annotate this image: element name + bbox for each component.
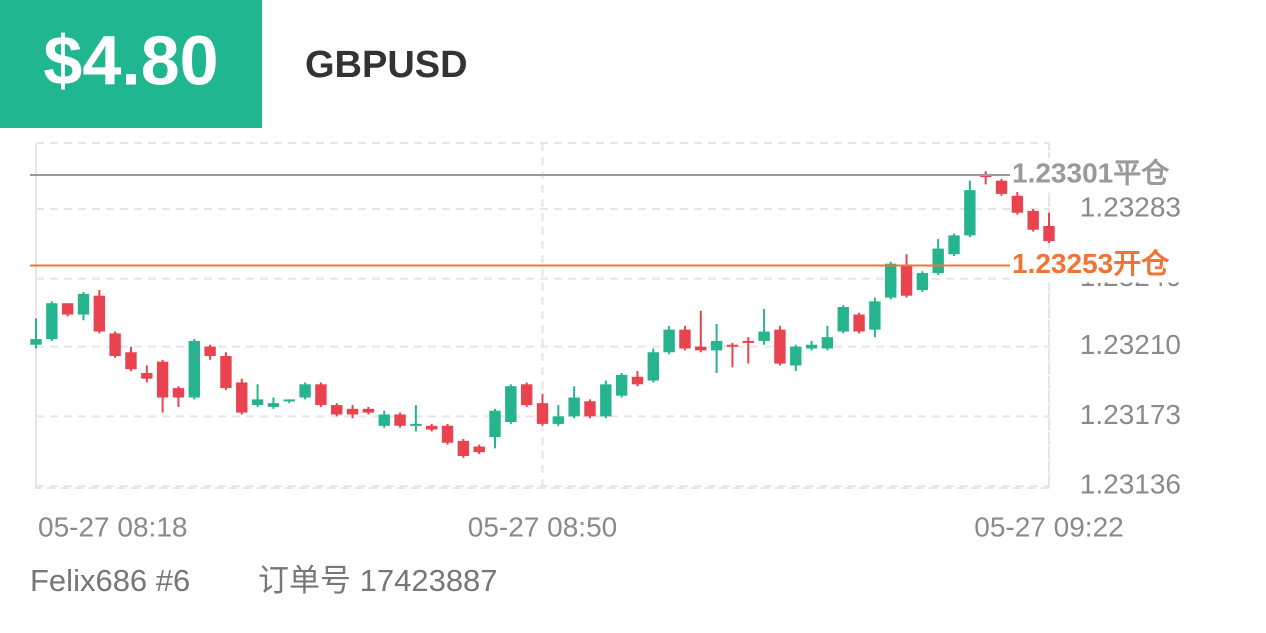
candle-body: [726, 344, 739, 347]
candle-body: [77, 293, 90, 315]
candle-body: [758, 331, 770, 341]
candle-body: [156, 361, 169, 398]
candle-body: [188, 340, 200, 398]
candle-body: [647, 352, 659, 381]
candle-body: [964, 190, 976, 236]
candle-body: [220, 356, 232, 389]
candle-body: [172, 388, 185, 398]
candle-body: [995, 180, 1008, 194]
candle-body: [837, 307, 849, 332]
profit-box: [0, 0, 262, 128]
candle-body: [679, 329, 691, 349]
candle-body: [710, 340, 723, 351]
candle-body: [141, 373, 153, 379]
candle-body: [30, 339, 42, 345]
candle-body: [536, 403, 549, 424]
candle-body: [1043, 225, 1055, 242]
candle-body: [932, 248, 944, 274]
price-label-bg: [1010, 158, 1190, 193]
y-tick-label: 1.23136: [1080, 469, 1181, 500]
candle-body: [283, 399, 295, 402]
candle-body: [489, 410, 501, 438]
candle-body: [742, 340, 754, 343]
candle-body: [251, 399, 264, 406]
candle-body: [457, 440, 470, 456]
candle-body: [346, 408, 359, 415]
candle-body: [631, 376, 644, 385]
candle-body: [236, 382, 248, 413]
candle-body: [267, 403, 280, 407]
candle-body: [315, 384, 327, 406]
candle-body: [204, 346, 216, 357]
candle-body: [520, 384, 533, 406]
symbol: GBPUSD: [305, 44, 468, 86]
candle-body: [663, 329, 675, 353]
candle-body: [1027, 210, 1039, 230]
candle-body: [394, 414, 406, 426]
candle-body: [900, 265, 913, 296]
candle-body: [125, 352, 137, 370]
candle-body: [821, 337, 834, 349]
candle-body: [552, 416, 565, 424]
candle-body: [378, 414, 390, 426]
user: Felix686 #6: [30, 563, 190, 598]
price-label-bg: [1010, 248, 1190, 283]
candle-body: [568, 397, 580, 417]
candle-body: [299, 384, 311, 398]
x-tick-label: 05-27 08:18: [38, 511, 187, 542]
candle-body: [869, 301, 881, 330]
candle-body: [948, 235, 960, 255]
candle-body: [916, 273, 929, 291]
candle-body: [1011, 195, 1024, 213]
order-number: 订单号 17423887: [258, 563, 498, 598]
candle-body: [473, 446, 485, 453]
candle-body: [93, 295, 106, 332]
candle-body: [584, 401, 596, 417]
y-tick-label: 1.23173: [1080, 399, 1181, 430]
y-tick-label: 1.23283: [1080, 191, 1181, 222]
candle-body: [600, 384, 612, 417]
profit: $4.80: [43, 21, 218, 99]
candle-body: [362, 408, 375, 413]
candle-body: [109, 333, 121, 357]
candle-body: [774, 329, 786, 364]
candle-body: [805, 344, 818, 349]
candle-body: [695, 346, 707, 351]
candle-body: [615, 374, 628, 396]
x-tick-label: 05-27 09:22: [974, 511, 1123, 542]
x-tick-label: 05-27 08:50: [468, 511, 617, 542]
candle-body: [331, 405, 343, 415]
candle-body: [790, 346, 802, 366]
candle-body: [426, 425, 438, 430]
price-line-label: 1.23253开仓: [1012, 248, 1170, 279]
candle-body: [885, 263, 897, 298]
candle-body: [505, 386, 517, 423]
candle-body: [410, 423, 422, 426]
candle-body: [853, 314, 865, 332]
candle-body: [61, 303, 74, 315]
price-line-label: 1.23301平仓: [1012, 157, 1170, 188]
candle-body: [441, 425, 454, 443]
candle-body: [46, 303, 58, 340]
y-tick-label: 1.23210: [1080, 329, 1181, 360]
